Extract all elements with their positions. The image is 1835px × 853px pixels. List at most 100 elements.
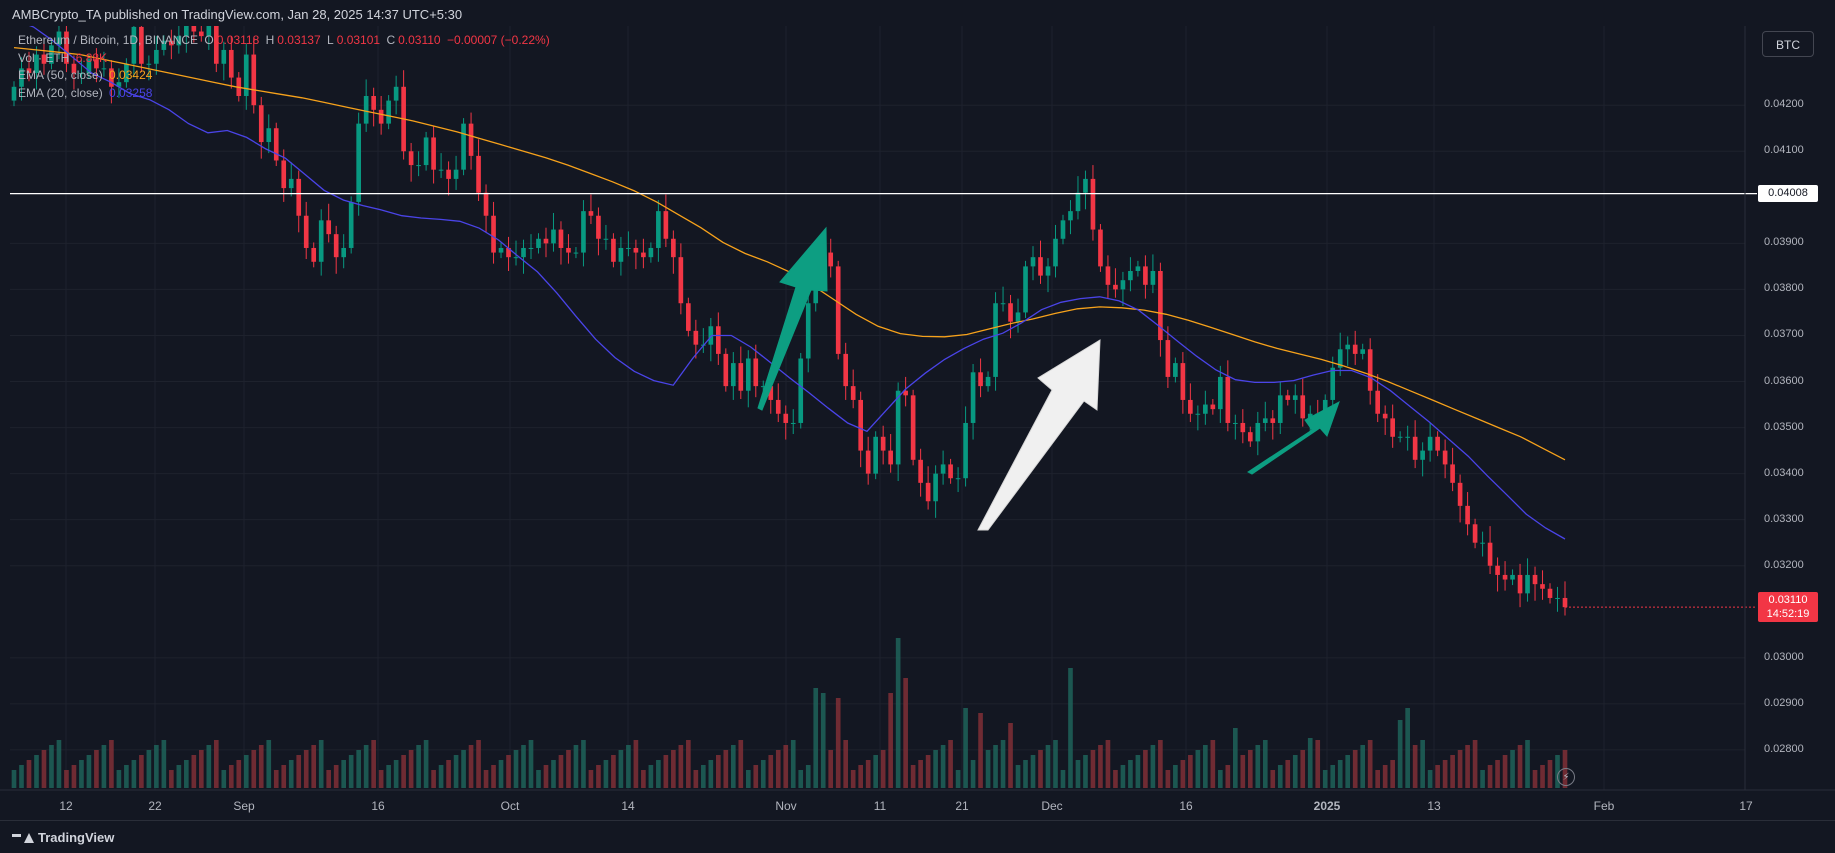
volume-bar — [1360, 745, 1366, 788]
volume-bar — [925, 755, 931, 788]
volume-bar — [154, 745, 159, 788]
candle-body — [491, 215, 496, 253]
y-tick-label: 0.03500 — [1764, 420, 1804, 433]
candle-body — [955, 478, 961, 480]
candle-body — [161, 40, 167, 50]
volume-bar — [161, 740, 167, 788]
volume-bar — [521, 745, 526, 788]
legend-ema20-row[interactable]: EMA (20, close) 0.03258 — [18, 85, 553, 103]
candle-body — [1465, 505, 1470, 525]
volume-bar — [686, 740, 691, 788]
candle-body — [49, 45, 54, 64]
volume-bar — [1300, 750, 1306, 788]
volume-bar — [1068, 668, 1073, 788]
candle-body — [1188, 399, 1193, 414]
candle-body — [1053, 238, 1058, 267]
candle-body — [154, 49, 159, 64]
volume-bar — [1218, 770, 1223, 788]
candle-body — [1038, 257, 1043, 276]
candle-body — [378, 109, 384, 124]
candle-body — [1300, 395, 1306, 419]
legend-ema50-row[interactable]: EMA (50, close) 0.03424 — [18, 67, 553, 85]
volume-bar — [1517, 745, 1523, 788]
volume-bar — [26, 760, 32, 788]
volume-bar — [311, 745, 317, 788]
volume-bar — [813, 688, 819, 788]
volume-bar — [401, 755, 406, 788]
volume-bar — [775, 750, 781, 788]
candle-body — [633, 247, 639, 253]
volume-bar — [1367, 740, 1373, 788]
volume-bar — [1487, 765, 1493, 788]
candle-body — [169, 40, 174, 46]
y-tick-label: 0.04100 — [1764, 144, 1804, 157]
volume-bar — [1285, 760, 1291, 788]
level-price-label: 0.04008 — [1758, 185, 1818, 203]
volume-bar — [266, 740, 272, 788]
volume-bar — [71, 765, 77, 788]
volume-bar — [1120, 765, 1126, 788]
ohlc-close: 0.03110 — [398, 33, 441, 47]
y-tick-label: 0.03800 — [1764, 282, 1804, 295]
volume-bar — [243, 755, 249, 788]
volume-bar — [865, 760, 871, 788]
volume-bar — [1480, 770, 1485, 788]
candle-body — [468, 123, 474, 156]
volume-bar — [461, 750, 466, 788]
volume-bar — [1427, 770, 1433, 788]
volume-bar — [760, 760, 766, 788]
volume-bar — [116, 770, 122, 788]
volume-bar — [356, 750, 361, 788]
x-tick-label: 16 — [1179, 799, 1193, 813]
legend-volume-row[interactable]: Vol · ETH 6.88K — [18, 50, 553, 68]
y-tick-label: 0.03600 — [1764, 374, 1804, 387]
volume-bar — [903, 678, 908, 788]
y-tick-label: 0.02900 — [1764, 696, 1804, 709]
currency-button[interactable]: BTC — [1762, 31, 1814, 57]
volume-bar — [1128, 760, 1133, 788]
y-tick-label: 0.03000 — [1764, 650, 1804, 663]
x-tick-label: 14 — [621, 799, 635, 813]
candle-body — [850, 386, 856, 400]
candle-body — [1098, 229, 1103, 267]
candle-body — [970, 372, 976, 423]
candle-body — [888, 450, 893, 465]
volume-bar — [1322, 770, 1328, 788]
legend-symbol-row[interactable]: Ethereum / Bitcoin, 1D, BINANCE O 0.03118… — [18, 32, 553, 50]
volume-bar — [1210, 740, 1216, 788]
ohlc-low: 0.03101 — [336, 33, 381, 47]
candle-body — [925, 482, 931, 502]
candle-body — [536, 238, 541, 248]
volume-bar — [1420, 740, 1425, 788]
candle-body — [1000, 303, 1006, 305]
volume-bar — [1330, 765, 1336, 788]
flash-icon[interactable]: ⚡ — [1557, 768, 1575, 786]
volume-bar — [626, 745, 631, 788]
volume-bar — [348, 755, 354, 788]
brand[interactable]: TradingView — [12, 830, 114, 845]
candle-body — [393, 86, 399, 101]
volume-bar — [1442, 760, 1448, 788]
candle-body — [671, 238, 676, 258]
candle-body — [618, 247, 624, 262]
candle-body — [41, 54, 47, 64]
candle-body — [506, 247, 511, 258]
volume-bar — [131, 760, 137, 788]
candle-body — [1307, 413, 1313, 419]
volume-bar — [363, 745, 369, 788]
candle-body — [933, 473, 938, 502]
volume-bar — [1030, 755, 1036, 788]
ohlc-open-label: O — [204, 33, 214, 47]
volume-bar — [86, 755, 92, 788]
candle-body — [258, 105, 264, 143]
candle-body — [461, 123, 466, 170]
candle-body — [1120, 280, 1126, 290]
volume-bar — [1165, 770, 1171, 788]
ohlc-high: 0.03137 — [277, 33, 321, 47]
symbol-name: Ethereum / Bitcoin, 1D, BINANCE — [18, 33, 199, 47]
volume-bar — [918, 760, 923, 788]
volume-bar — [438, 765, 444, 788]
candle-body — [790, 422, 796, 424]
candle-body — [678, 257, 684, 304]
